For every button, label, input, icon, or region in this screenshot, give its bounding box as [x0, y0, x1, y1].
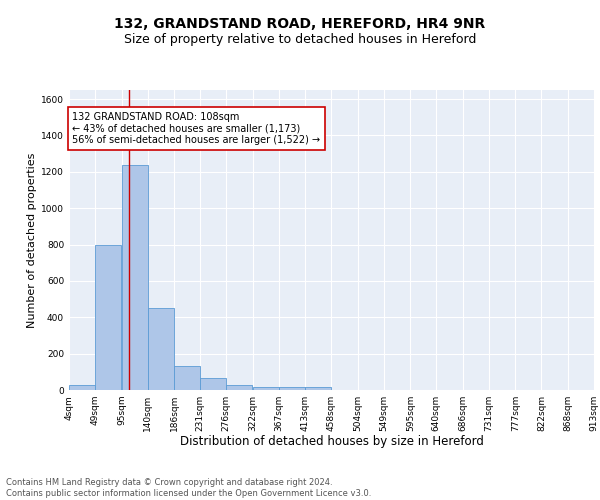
Bar	[95, 244, 121, 390]
Bar	[278, 388, 305, 390]
Text: Size of property relative to detached houses in Hereford: Size of property relative to detached ho…	[124, 32, 476, 46]
Bar	[253, 386, 278, 390]
Bar	[122, 164, 148, 390]
Bar	[226, 385, 252, 390]
Text: 132, GRANDSTAND ROAD, HEREFORD, HR4 9NR: 132, GRANDSTAND ROAD, HEREFORD, HR4 9NR	[115, 18, 485, 32]
Bar	[305, 386, 331, 390]
Bar	[69, 386, 95, 390]
Y-axis label: Number of detached properties: Number of detached properties	[27, 152, 37, 328]
Text: Contains HM Land Registry data © Crown copyright and database right 2024.
Contai: Contains HM Land Registry data © Crown c…	[6, 478, 371, 498]
Bar	[200, 378, 226, 390]
Text: 132 GRANDSTAND ROAD: 108sqm
← 43% of detached houses are smaller (1,173)
56% of : 132 GRANDSTAND ROAD: 108sqm ← 43% of det…	[73, 112, 320, 145]
X-axis label: Distribution of detached houses by size in Hereford: Distribution of detached houses by size …	[179, 436, 484, 448]
Bar	[148, 308, 173, 390]
Bar	[174, 366, 200, 390]
